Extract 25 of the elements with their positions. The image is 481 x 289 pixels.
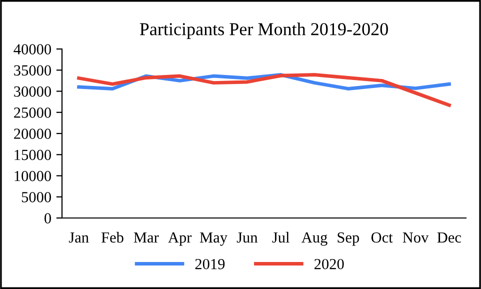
y-tick-label: 15000 (14, 150, 51, 160)
x-tick-label: Mar (134, 232, 159, 243)
y-tick-label: 25000 (14, 108, 51, 118)
x-tick-label: Sep (338, 232, 360, 246)
y-tick-label: 40000 (14, 44, 51, 54)
y-tick-label: 20000 (14, 128, 51, 139)
y-tick-label: 5000 (22, 192, 51, 202)
x-tick-label: Jul (272, 232, 290, 243)
chart-title: Participants Per Month 2019-2020 (140, 22, 388, 39)
legend-label: 2020 (314, 258, 344, 270)
x-tick-label: Dec (437, 232, 461, 243)
y-tick-label: 10000 (14, 170, 51, 182)
x-tick-label: Jan (68, 232, 89, 243)
y-tick-label: 0 (44, 213, 51, 224)
x-tick-label: Nov (402, 232, 429, 243)
x-tick-label: Aug (301, 232, 328, 246)
x-tick-label: Feb (101, 232, 124, 243)
legend-label: 2019 (195, 258, 225, 270)
x-tick-label: Apr (168, 232, 192, 246)
y-tick-label: 30000 (14, 86, 51, 97)
line-series (77, 73, 451, 107)
x-tick-label: May (200, 232, 228, 246)
x-tick-label: Jun (236, 232, 258, 243)
x-tick-label: Oct (371, 232, 393, 243)
y-tick-label: 35000 (14, 65, 51, 76)
